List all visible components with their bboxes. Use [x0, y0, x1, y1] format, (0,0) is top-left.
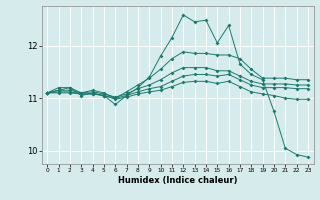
X-axis label: Humidex (Indice chaleur): Humidex (Indice chaleur) [118, 176, 237, 185]
